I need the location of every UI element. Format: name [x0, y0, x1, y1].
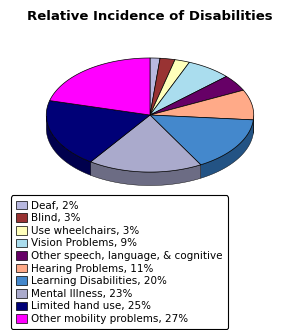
Polygon shape: [150, 62, 226, 115]
Polygon shape: [150, 60, 189, 115]
Polygon shape: [91, 162, 201, 185]
Polygon shape: [50, 58, 150, 115]
Polygon shape: [150, 58, 160, 115]
Polygon shape: [253, 115, 254, 133]
Polygon shape: [46, 116, 91, 175]
Polygon shape: [91, 115, 201, 172]
Legend: Deaf, 2%, Blind, 3%, Use wheelchairs, 3%, Vision Problems, 9%, Other speech, lan: Deaf, 2%, Blind, 3%, Use wheelchairs, 3%…: [11, 195, 228, 329]
Polygon shape: [46, 101, 150, 162]
Polygon shape: [150, 90, 254, 120]
Polygon shape: [150, 58, 175, 115]
Polygon shape: [150, 115, 253, 165]
Polygon shape: [150, 77, 243, 115]
Polygon shape: [201, 120, 253, 178]
Text: Relative Incidence of Disabilities: Relative Incidence of Disabilities: [27, 10, 273, 23]
